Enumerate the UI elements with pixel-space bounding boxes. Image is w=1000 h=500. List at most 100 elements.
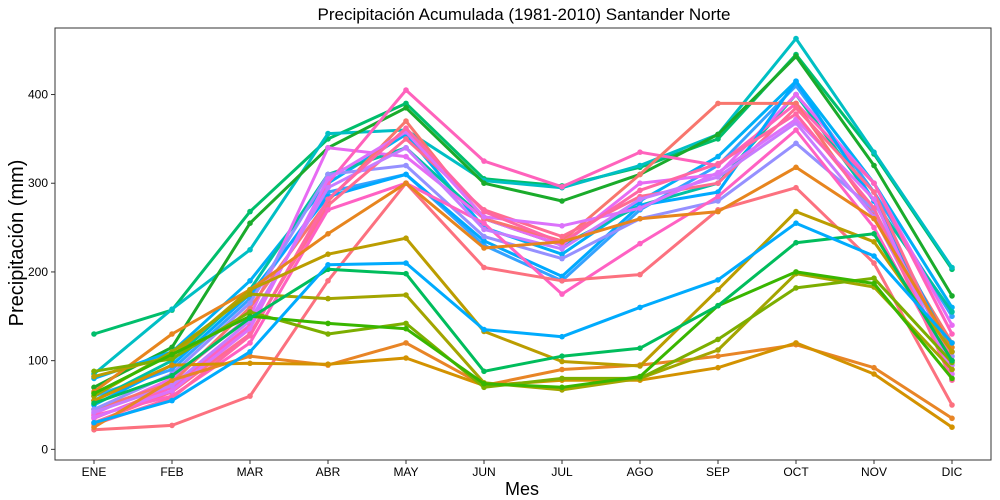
data-point bbox=[637, 363, 643, 369]
series-line bbox=[92, 88, 954, 420]
data-point bbox=[793, 35, 799, 42]
data-point bbox=[169, 382, 175, 389]
data-point bbox=[481, 233, 487, 240]
data-point bbox=[871, 275, 877, 282]
data-point bbox=[325, 251, 331, 257]
data-point bbox=[793, 208, 799, 215]
series-line bbox=[92, 276, 954, 389]
data-point bbox=[559, 273, 565, 280]
series-line bbox=[92, 121, 954, 414]
data-point bbox=[715, 169, 721, 176]
y-tick-label: 100 bbox=[28, 354, 48, 368]
data-point bbox=[793, 91, 799, 98]
data-point bbox=[793, 239, 799, 246]
data-point bbox=[871, 149, 877, 155]
data-point bbox=[481, 180, 487, 186]
data-point bbox=[403, 87, 409, 93]
data-point bbox=[403, 340, 409, 346]
data-point bbox=[247, 349, 253, 355]
data-point bbox=[403, 320, 409, 327]
data-point bbox=[949, 415, 955, 422]
data-point bbox=[403, 235, 409, 241]
series-line bbox=[92, 128, 954, 418]
data-point bbox=[247, 325, 253, 332]
data-point bbox=[91, 368, 97, 375]
data-point bbox=[325, 145, 331, 151]
data-point bbox=[715, 193, 721, 200]
data-point bbox=[169, 362, 175, 368]
x-tick-label: NOV bbox=[861, 465, 887, 479]
data-point bbox=[559, 184, 565, 190]
x-tick-label: DIC bbox=[942, 465, 963, 479]
data-point bbox=[949, 313, 955, 320]
data-point bbox=[559, 366, 565, 373]
data-point bbox=[559, 375, 565, 382]
data-point bbox=[403, 180, 409, 186]
data-point bbox=[559, 353, 565, 360]
data-point bbox=[715, 277, 721, 283]
data-point bbox=[871, 189, 877, 195]
data-point bbox=[247, 353, 253, 360]
data-point bbox=[325, 361, 331, 368]
data-point bbox=[559, 239, 565, 245]
x-tick-label: JUL bbox=[551, 465, 573, 479]
series-line bbox=[92, 37, 954, 376]
data-point bbox=[169, 422, 175, 429]
data-point bbox=[949, 349, 955, 355]
data-point bbox=[793, 269, 799, 275]
data-point bbox=[949, 357, 955, 364]
data-point bbox=[715, 198, 721, 204]
data-point bbox=[481, 245, 487, 251]
data-point bbox=[793, 140, 799, 147]
series-21 bbox=[91, 208, 955, 380]
data-point bbox=[247, 315, 253, 321]
data-point bbox=[949, 322, 955, 329]
data-point bbox=[91, 384, 97, 391]
y-tick-label: 300 bbox=[28, 176, 48, 190]
data-point bbox=[559, 223, 565, 229]
x-tick-label: ENE bbox=[82, 465, 107, 479]
data-point bbox=[715, 353, 721, 360]
data-point bbox=[793, 111, 799, 117]
data-point bbox=[169, 356, 175, 362]
data-point bbox=[793, 100, 799, 107]
series-line bbox=[92, 232, 954, 405]
data-point bbox=[403, 355, 409, 361]
data-point bbox=[559, 291, 565, 297]
data-point bbox=[403, 105, 409, 111]
data-point bbox=[91, 373, 97, 380]
series-line bbox=[92, 165, 954, 394]
chart-title: Precipitación Acumulada (1981-2010) Sant… bbox=[318, 5, 731, 24]
data-point bbox=[637, 162, 643, 169]
data-point bbox=[325, 331, 331, 337]
data-point bbox=[91, 419, 97, 426]
data-point bbox=[247, 286, 253, 293]
data-point bbox=[637, 240, 643, 247]
data-point bbox=[169, 351, 175, 358]
series-26 bbox=[91, 220, 955, 426]
data-point bbox=[871, 371, 877, 377]
data-point bbox=[403, 270, 409, 277]
data-point bbox=[169, 388, 175, 394]
data-point bbox=[637, 271, 643, 278]
data-point bbox=[715, 136, 721, 142]
data-point bbox=[481, 326, 487, 333]
data-point bbox=[481, 158, 487, 164]
data-point bbox=[637, 304, 643, 311]
data-point bbox=[949, 402, 955, 408]
data-point bbox=[481, 208, 487, 215]
data-point bbox=[559, 246, 565, 252]
data-point bbox=[247, 393, 253, 399]
data-point bbox=[871, 196, 877, 202]
data-point bbox=[559, 358, 565, 365]
data-point bbox=[715, 153, 721, 160]
data-point bbox=[325, 231, 331, 237]
data-point bbox=[559, 333, 565, 340]
data-point bbox=[559, 233, 565, 240]
data-point bbox=[949, 293, 955, 299]
data-point bbox=[169, 372, 175, 379]
series-line bbox=[92, 112, 954, 426]
x-axis-title: Mes bbox=[505, 479, 539, 499]
data-point bbox=[247, 247, 253, 253]
